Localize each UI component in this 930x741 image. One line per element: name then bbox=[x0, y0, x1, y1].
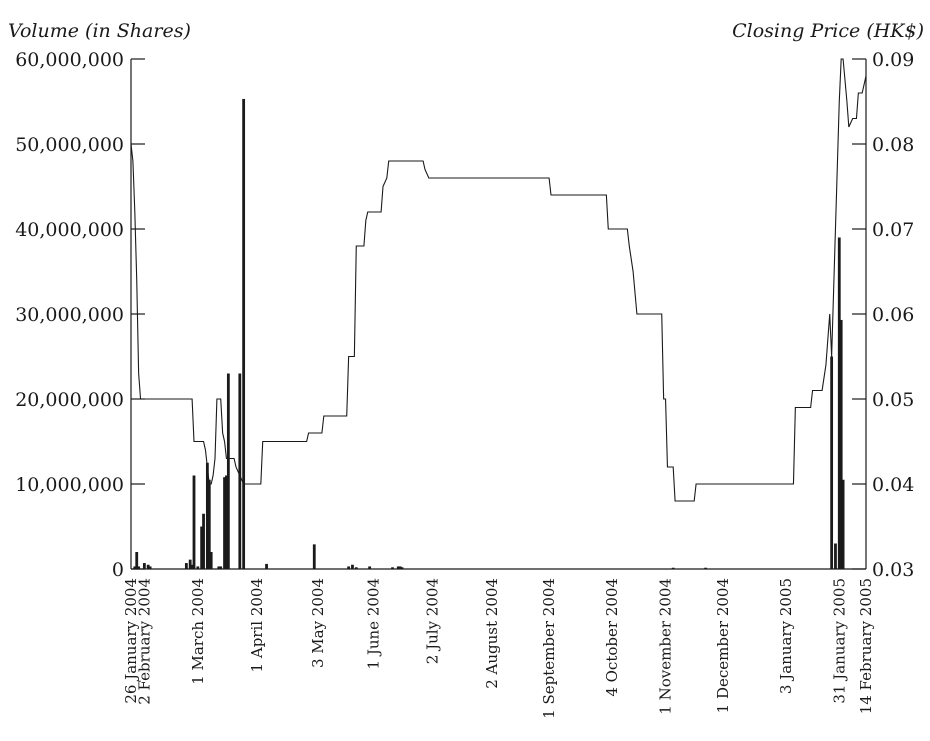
x-tick-label: 2 February 2004 bbox=[135, 578, 153, 705]
volume-bar bbox=[347, 566, 351, 569]
x-tick-label: 1 April 2004 bbox=[248, 578, 266, 672]
right-tick-label: 0.05 bbox=[872, 389, 914, 411]
volume-bar bbox=[671, 567, 675, 569]
volume-bar bbox=[238, 373, 242, 569]
right-tick-label: 0.04 bbox=[872, 474, 914, 496]
volume-bar bbox=[192, 475, 196, 569]
volume-bar bbox=[351, 564, 354, 569]
left-tick-label: 0 bbox=[112, 559, 124, 581]
volume-bar bbox=[148, 566, 152, 569]
volume-bar bbox=[209, 552, 213, 569]
left-tick-label: 60,000,000 bbox=[15, 49, 124, 71]
x-tick-label: 26 January 2004 bbox=[122, 578, 140, 704]
x-tick-label: 3 January 2005 bbox=[777, 578, 795, 694]
x-tick-label: 31 January 2005 bbox=[830, 578, 848, 704]
x-tick-label: 1 November 2004 bbox=[657, 578, 675, 715]
x-tick-label: 1 September 2004 bbox=[540, 578, 558, 719]
volume-bar bbox=[841, 479, 845, 569]
volume-bar bbox=[202, 513, 205, 569]
volume-bar bbox=[190, 564, 194, 569]
volume-bar bbox=[217, 566, 221, 569]
left-tick-label: 10,000,000 bbox=[15, 474, 124, 496]
right-axis-ticks: 0.03 0.04 0.05 0.06 0.07 0.08 0.09 bbox=[852, 49, 914, 581]
volume-bar bbox=[196, 566, 200, 569]
volume-bar bbox=[226, 373, 230, 569]
right-tick-label: 0.09 bbox=[872, 49, 914, 71]
volume-bar bbox=[265, 563, 268, 569]
volume-bar bbox=[225, 475, 228, 569]
volume-bar bbox=[188, 559, 192, 569]
volume-bar bbox=[135, 552, 139, 569]
volume-bar bbox=[312, 544, 316, 569]
left-tick-label: 40,000,000 bbox=[15, 219, 124, 241]
closing-price-line bbox=[130, 58, 867, 502]
volume-bar bbox=[200, 526, 204, 569]
volume-bar bbox=[396, 566, 400, 569]
right-axis-title: Closing Price (HK$) bbox=[732, 20, 924, 42]
left-tick-label: 30,000,000 bbox=[15, 304, 124, 326]
left-tick-label: 50,000,000 bbox=[15, 134, 124, 156]
volume-bar bbox=[398, 566, 402, 569]
volume-bar bbox=[839, 319, 843, 569]
x-tick-label: 4 October 2004 bbox=[603, 578, 621, 697]
left-axis-ticks: 0 10,000,000 20,000,000 30,000,000 40,000,00… bbox=[15, 49, 145, 581]
left-axis-title: Volume (in Shares) bbox=[8, 20, 191, 42]
price-line-group bbox=[130, 58, 867, 502]
volume-bar bbox=[830, 356, 834, 569]
volume-bar bbox=[184, 563, 188, 569]
x-tick-label: 3 May 2004 bbox=[309, 578, 327, 668]
x-tick-label: 1 December 2004 bbox=[714, 578, 732, 713]
volume-bar bbox=[146, 564, 150, 569]
volume-bar bbox=[368, 566, 372, 569]
volume-bar bbox=[354, 567, 358, 569]
volume-bar bbox=[834, 543, 837, 569]
volume-bar bbox=[142, 563, 146, 569]
left-tick-label: 20,000,000 bbox=[15, 389, 124, 411]
right-tick-label: 0.08 bbox=[872, 134, 914, 156]
volume-bar bbox=[223, 477, 226, 569]
x-tick-label: 2 August 2004 bbox=[483, 578, 501, 689]
volume-bar bbox=[242, 98, 246, 569]
right-tick-label: 0.03 bbox=[872, 559, 914, 581]
volume-bar bbox=[219, 566, 223, 569]
right-tick-label: 0.07 bbox=[872, 219, 914, 241]
volume-bar bbox=[133, 566, 137, 569]
volume-bar bbox=[704, 567, 708, 569]
x-tick-label: 1 June 2004 bbox=[364, 578, 382, 669]
volume-bar bbox=[137, 566, 141, 569]
volume-bars bbox=[133, 98, 845, 569]
volume-bar bbox=[400, 567, 404, 569]
x-tick-label: 2 July 2004 bbox=[424, 578, 442, 664]
volume-bar bbox=[205, 462, 209, 569]
volume-bar bbox=[391, 567, 394, 569]
volume-bar bbox=[837, 237, 841, 569]
x-tick-label: 1 March 2004 bbox=[189, 578, 207, 685]
right-tick-label: 0.06 bbox=[872, 304, 914, 326]
axes bbox=[130, 59, 867, 570]
volume-bar bbox=[207, 479, 211, 569]
x-tick-label: 14 February 2005 bbox=[857, 578, 875, 714]
